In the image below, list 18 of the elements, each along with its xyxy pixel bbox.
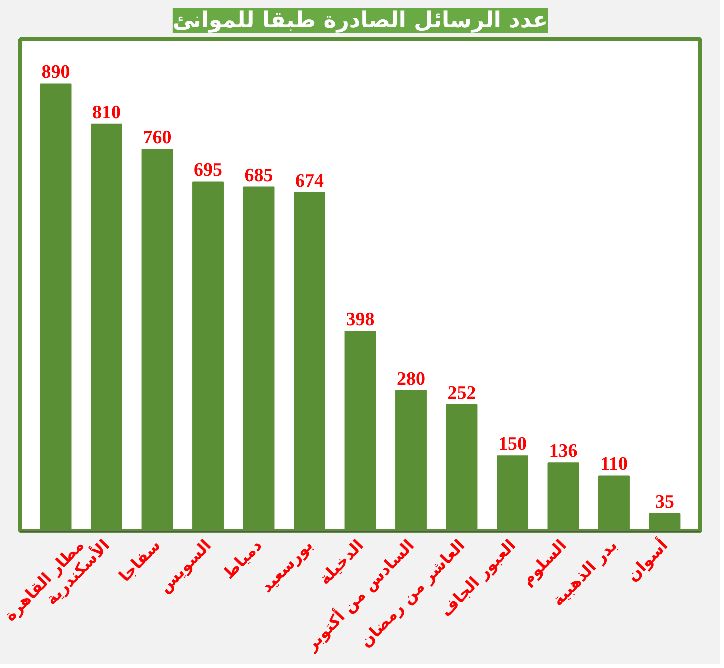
x-tick-label: سفاجا	[115, 536, 164, 586]
x-tick-label: الدخيلة	[315, 536, 368, 589]
data-label: 35	[655, 492, 674, 513]
data-label: 695	[194, 160, 223, 182]
data-label: 280	[396, 368, 426, 390]
data-label: 136	[549, 441, 578, 462]
x-tick-label: أسوان	[622, 535, 672, 586]
data-label: 398	[346, 309, 375, 330]
data-label: 810	[92, 102, 122, 124]
data-label: 252	[448, 382, 476, 404]
data-label: 674	[296, 170, 325, 192]
data-label: 890	[42, 62, 70, 84]
chart-title: عدد الرسائل الصادرة طبقا للموانئ	[172, 8, 548, 34]
data-label: 760	[143, 128, 172, 149]
data-label: 685	[244, 165, 274, 186]
data-label: 150	[498, 434, 527, 456]
x-tick-label: دمياط	[219, 536, 266, 584]
data-label: 110	[600, 454, 628, 476]
